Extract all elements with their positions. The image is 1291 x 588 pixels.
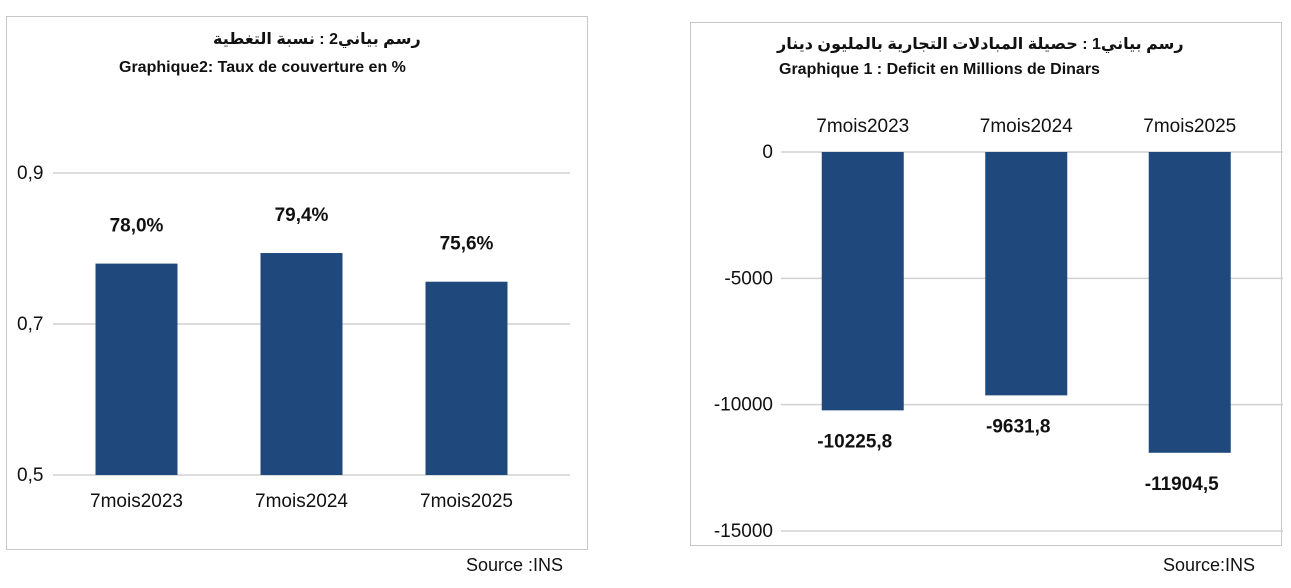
x-tick-label: 7mois2023 [816, 116, 909, 137]
data-label: -9631,8 [986, 416, 1050, 437]
x-tick-label: 7mois2025 [1143, 116, 1236, 137]
data-label: 75,6% [440, 234, 494, 255]
x-tick-label: 7mois2023 [90, 491, 183, 512]
y-tick-label: 0,5 [17, 465, 43, 486]
x-tick-label: 7mois2025 [420, 491, 513, 512]
chart-subtitle: Graphique 1 : Deficit en Millions de Din… [779, 61, 1100, 78]
y-tick-label: -5000 [724, 268, 773, 289]
bar [1148, 152, 1231, 453]
y-tick-label: -10000 [714, 395, 773, 416]
bar [260, 253, 343, 475]
x-tick-label: 7mois2024 [255, 491, 348, 512]
y-tick-label: 0,7 [17, 314, 43, 335]
source-left: Source :INS [466, 555, 564, 575]
y-tick-label: -15000 [714, 521, 773, 542]
data-label: 78,0% [110, 216, 164, 237]
coverage-rate-chart: 0,5 0,7 0,9 78,0% 7mois2023 79,4% 7mois2024 75,… [17, 163, 570, 512]
trade-deficit-chart-panel: رسم بياني1 : حصيلة المبادلات التجارية با… [690, 22, 1283, 546]
y-tick-label: 0,9 [17, 163, 43, 184]
chart-subtitle: Graphique2: Taux de couverture en % [119, 59, 406, 76]
data-label: -10225,8 [817, 431, 892, 452]
bar [95, 263, 178, 475]
y-tick-label: 0 [762, 142, 773, 163]
chart-title-arabic: رسم بياني1 : حصيلة المبادلات التجارية با… [777, 36, 1184, 53]
bar [425, 281, 508, 475]
trade-deficit-chart: 0 -5000 -10000 -15000 -10225,8 7mois2023 -9631… [714, 116, 1283, 542]
coverage-rate-chart-panel: رسم بياني2 : نسبة التغطية Graphique2: Ta… [6, 16, 588, 550]
chart-title-arabic: رسم بياني2 : نسبة التغطية [213, 31, 421, 48]
data-label: -11904,5 [1145, 474, 1219, 495]
source-right: Source:INS [1163, 555, 1256, 575]
bar [985, 152, 1068, 396]
x-tick-label: 7mois2024 [980, 116, 1073, 137]
bar [821, 152, 904, 411]
data-label: 79,4% [275, 205, 329, 226]
